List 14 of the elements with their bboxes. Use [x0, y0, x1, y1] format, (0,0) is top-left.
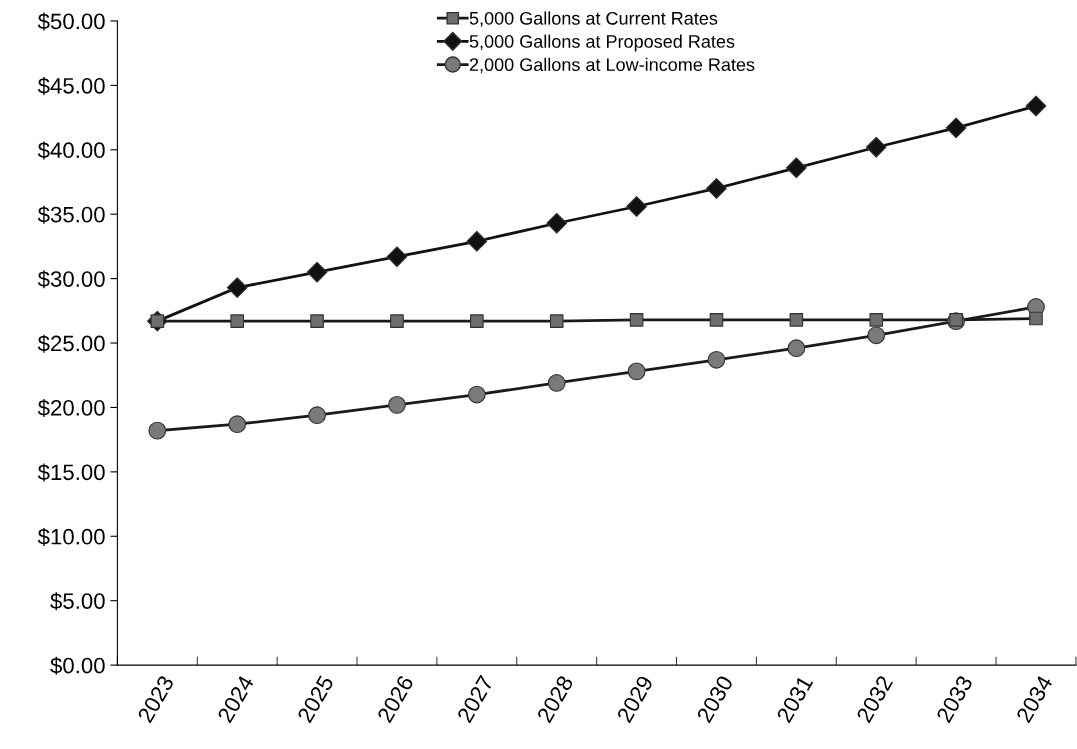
y-tick-label: $0.00 — [50, 656, 105, 675]
legend-label: 5,000 Gallons at Proposed Rates — [469, 34, 735, 52]
y-tick-label: $10.00 — [37, 527, 105, 546]
legend-label: 2,000 Gallons at Low-income Rates — [469, 57, 755, 74]
y-tick-label: $50.00 — [37, 12, 105, 31]
y-tick-label: $35.00 — [37, 205, 105, 224]
y-tick-label: $5.00 — [50, 592, 105, 611]
y-tick-label: $25.00 — [37, 334, 105, 353]
y-tick-label: $40.00 — [37, 141, 105, 160]
y-tick-label: $15.00 — [37, 463, 105, 482]
y-tick-label: $20.00 — [37, 399, 105, 418]
y-tick-label: $45.00 — [37, 76, 105, 95]
y-tick-label: $30.00 — [37, 270, 105, 289]
legend-label: 5,000 Gallons at Current Rates — [469, 11, 718, 27]
